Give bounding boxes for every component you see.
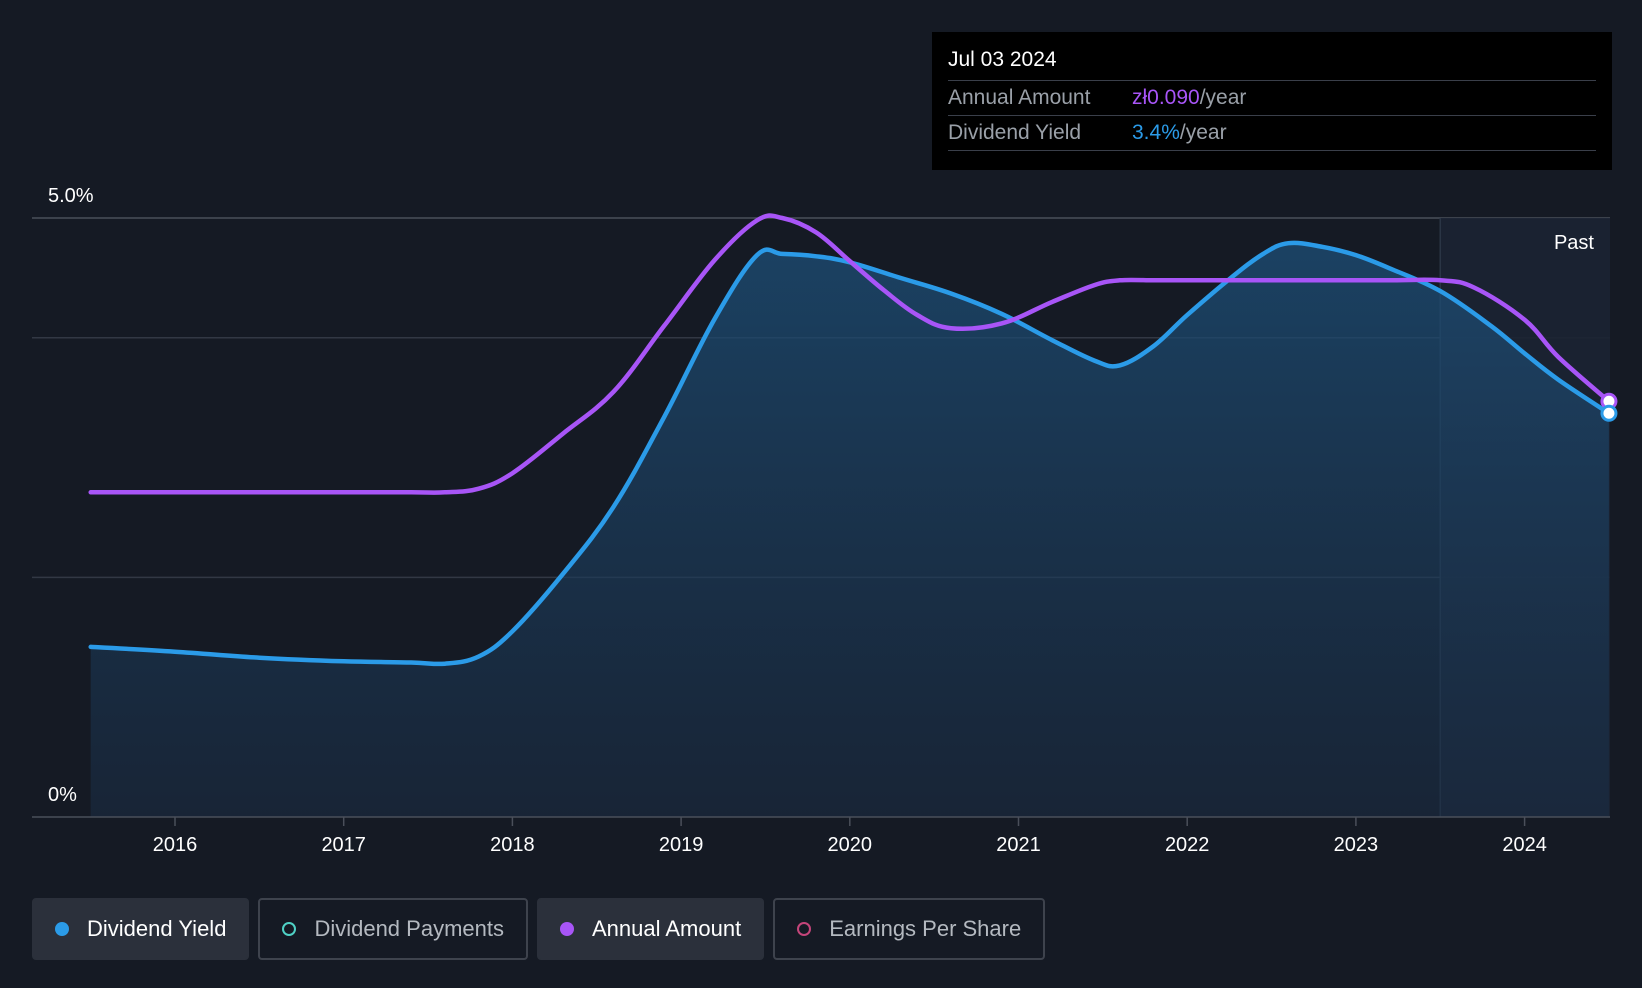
chart-tooltip: Jul 03 2024 Annual Amount zł0.090 /year … <box>932 32 1612 170</box>
area-layer <box>90 242 1609 818</box>
y-tick-label: 0% <box>48 784 77 806</box>
line-layer <box>88 213 1618 667</box>
tooltip-unit: /year <box>1179 121 1227 144</box>
legend-label: Dividend Payments <box>314 916 504 941</box>
tooltip-value: zł0.090 <box>1132 86 1200 109</box>
dividend-yield-end-marker <box>1600 404 1618 422</box>
tooltip-date: Jul 03 2024 <box>948 46 1596 81</box>
legend-earnings-per-share-button[interactable]: Earnings Per Share <box>773 898 1046 960</box>
x-tick-label: 2018 <box>490 834 535 856</box>
legend-label: Earnings Per Share <box>829 916 1022 941</box>
tooltip-row-annual-amount: Annual Amount zł0.090 /year <box>948 81 1596 116</box>
legend-label: Annual Amount <box>591 916 742 941</box>
dividend-yield-dot-icon <box>55 922 69 936</box>
dividend-yield-line <box>88 240 1612 667</box>
x-tick-label: 2021 <box>996 834 1041 856</box>
dividend-payments-ring-icon <box>282 922 297 936</box>
tooltip-row-dividend-yield: Dividend Yield 3.4% /year <box>948 116 1596 151</box>
legend-dividend-yield-button[interactable]: Dividend Yield <box>32 898 250 960</box>
annual-amount-dot-icon <box>559 922 574 936</box>
tooltip-label: Annual Amount <box>948 86 1091 109</box>
x-tick-label: 2020 <box>828 834 873 856</box>
dividend-chart: 2016 2017 2018 2019 2020 2021 2022 2023 2024 5.0%… <box>32 185 1618 856</box>
x-tick-label: 2019 <box>659 834 704 856</box>
dividend-yield-area <box>90 242 1609 818</box>
x-tick-label: 2022 <box>1165 834 1210 856</box>
x-tick-label: 2017 <box>321 834 366 856</box>
x-tick-label: 2016 <box>153 834 198 856</box>
x-tick-label: 2023 <box>1334 834 1379 856</box>
annual-amount-line <box>88 213 1612 495</box>
legend-dividend-payments-button[interactable]: Dividend Payments <box>258 898 528 960</box>
earnings-per-share-ring-icon <box>797 922 812 936</box>
past-label: Past <box>1554 232 1594 254</box>
axis-layer: 2016 2017 2018 2019 2020 2021 2022 2023 2024 5.0%… <box>32 185 1610 856</box>
tooltip-value: 3.4% <box>1132 121 1180 144</box>
legend-label: Dividend Yield <box>87 916 227 941</box>
tooltip-unit: /year <box>1199 86 1247 109</box>
x-tick-label: 2024 <box>1502 834 1547 856</box>
chart-legend: Dividend Yield Dividend Payments Annual … <box>32 898 1046 960</box>
tooltip-label: Dividend Yield <box>948 121 1082 144</box>
legend-annual-amount-button[interactable]: Annual Amount <box>536 898 765 960</box>
y-tick-label: 5.0% <box>48 185 94 207</box>
